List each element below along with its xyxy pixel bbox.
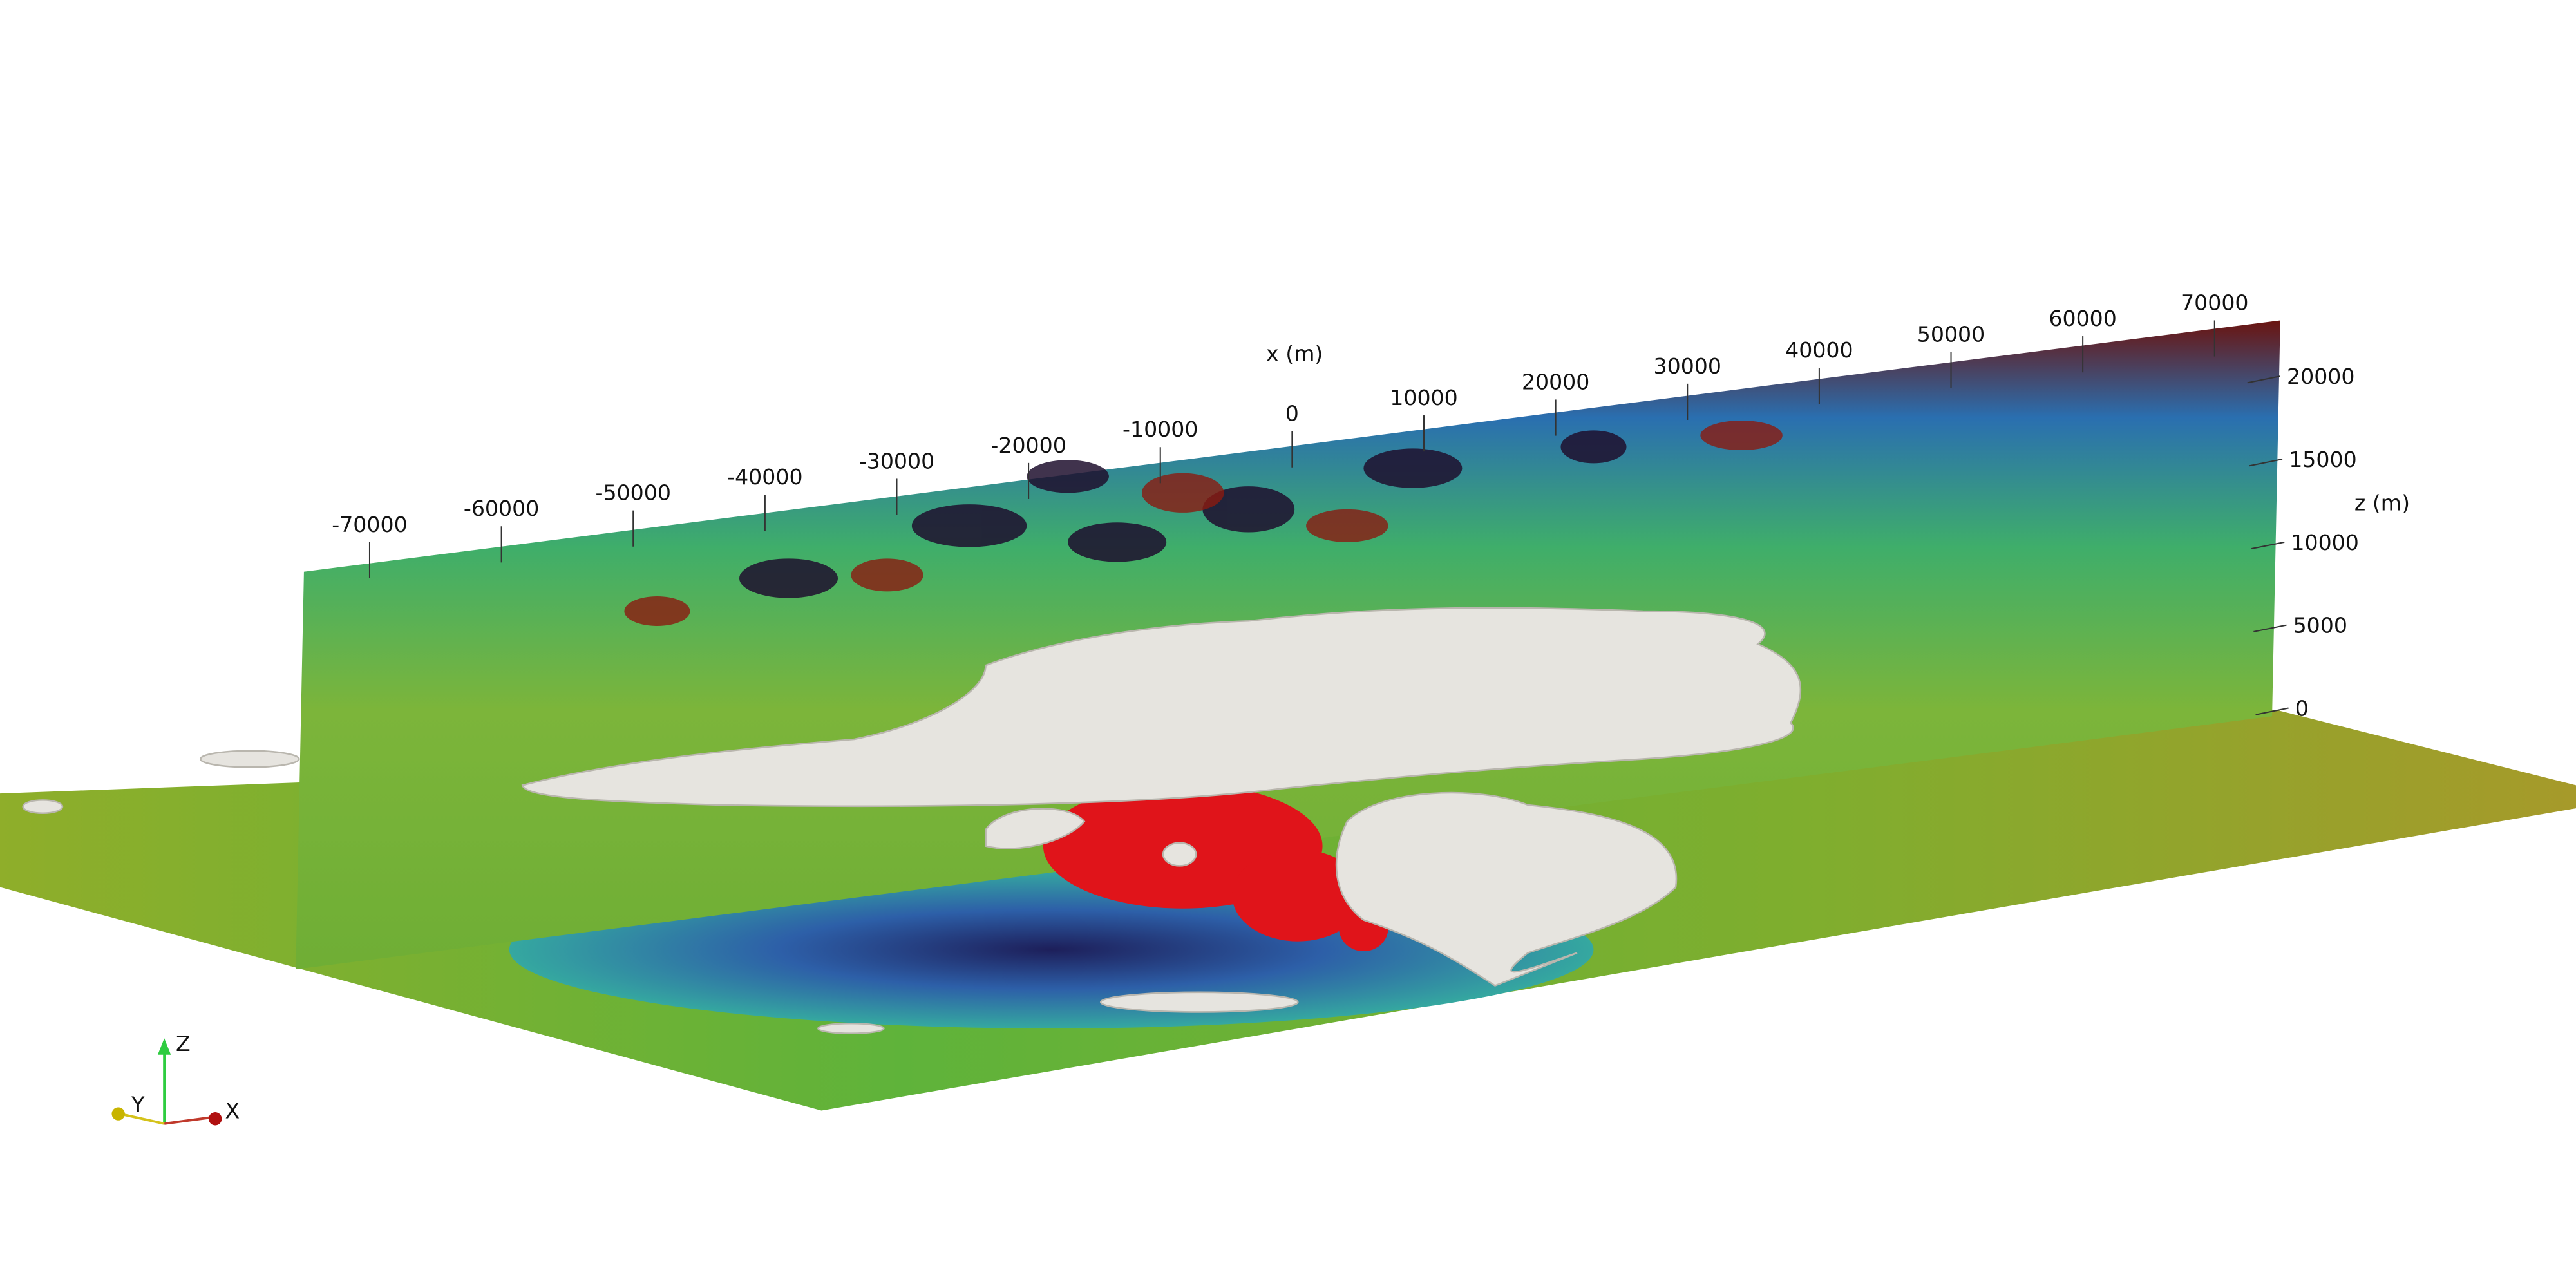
- orientation-axes: Z Y X: [111, 1031, 240, 1126]
- x-tick-label: 0: [1285, 401, 1299, 426]
- pattern-blob: [1306, 509, 1388, 542]
- x-tick-label: -40000: [727, 464, 802, 489]
- x-tick-label: -30000: [859, 448, 934, 473]
- pattern-blob: [851, 558, 923, 592]
- pattern-blob: [911, 504, 1027, 547]
- orientation-x-axis: [164, 1115, 214, 1125]
- cloud-anvil: [521, 607, 1802, 808]
- x-tick-label: -10000: [1122, 417, 1198, 442]
- z-tick: [2251, 541, 2285, 550]
- cloud-fragment: [985, 808, 1086, 849]
- orientation-z-label: Z: [176, 1031, 191, 1056]
- red-blob: [1232, 849, 1364, 942]
- z-tick-label: 15000: [2289, 447, 2356, 472]
- z-tick: [2249, 459, 2283, 467]
- x-tick-label: -60000: [464, 496, 539, 521]
- cloud-fragment: [199, 750, 300, 768]
- x-tick-label: 60000: [2049, 306, 2116, 331]
- x-tick-label: 10000: [1390, 385, 1457, 410]
- pattern-blob: [1202, 486, 1295, 533]
- pattern-blob: [1141, 473, 1224, 513]
- pattern-blob: [1560, 430, 1627, 464]
- z-tick: [2247, 375, 2281, 384]
- orientation-x-head: [208, 1112, 222, 1126]
- cloud-fragment: [1099, 991, 1299, 1013]
- pattern-blob: [1700, 421, 1783, 450]
- x-tick-label: 70000: [2181, 290, 2248, 315]
- x-tick-label: 30000: [1654, 354, 1721, 379]
- pattern-blob: [1068, 522, 1167, 562]
- orientation-z-arrow: [157, 1038, 171, 1055]
- cloud-isosurface: [22, 607, 1802, 1034]
- x-tick-label: 40000: [1785, 337, 1853, 363]
- orientation-x-label: X: [225, 1099, 240, 1124]
- orientation-y-axis: [119, 1112, 165, 1125]
- pattern-blob: [1027, 460, 1109, 493]
- x-tick-label: 50000: [1917, 322, 1985, 347]
- x-tick-label: -20000: [990, 433, 1066, 458]
- z-tick-label: 20000: [2287, 364, 2354, 389]
- cloud-fragment: [22, 799, 64, 815]
- z-tick-label: 0: [2295, 696, 2309, 721]
- cloud-tower: [1335, 791, 1678, 987]
- x-tick-label: -70000: [332, 512, 407, 537]
- pattern-blob: [624, 596, 690, 626]
- cloud-fragment: [1162, 842, 1197, 867]
- z-tick-label: 10000: [2291, 530, 2358, 555]
- x-axis-title: x (m): [1266, 341, 1323, 366]
- cloud-fragment: [817, 1023, 885, 1034]
- x-tick-label: -50000: [596, 480, 671, 506]
- back-plane-warm: [624, 421, 1783, 626]
- z-axis-title: z (m): [2354, 491, 2410, 516]
- x-tick-label: 20000: [1522, 369, 1589, 394]
- z-tick: [2255, 707, 2289, 715]
- orientation-y-head: [111, 1107, 125, 1121]
- back-plane-pattern: [739, 430, 1627, 598]
- z-tick: [2253, 624, 2287, 632]
- orientation-y-label: Y: [131, 1092, 145, 1117]
- pattern-blob: [739, 558, 838, 598]
- pattern-blob: [1363, 448, 1463, 488]
- z-tick-label: 5000: [2293, 613, 2347, 638]
